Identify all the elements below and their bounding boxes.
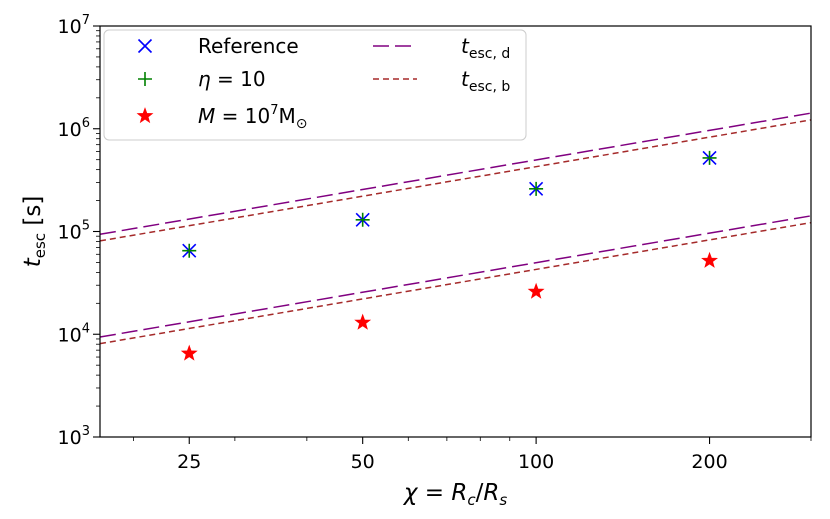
series-1-point-3 [702,150,717,165]
x-axis-label: χ = Rc/Rs [402,480,508,509]
x-tick-label-2: 100 [518,451,554,473]
series-4-line-1 [99,221,812,345]
series-2-point-1 [354,313,372,330]
legend-4-label-part-0: t [461,67,470,91]
y-axis-label: tesc [s] [20,196,49,268]
y-tick-label-1-base: 10 [58,324,82,346]
y-tick-label-1: 104 [58,321,90,346]
legend-0-label: Reference [198,34,299,58]
y-tick-label-0-base: 10 [58,427,82,449]
y-axis-label-unit: [s] [20,196,46,233]
y-tick-label-2: 105 [58,219,90,244]
legend-2-label: M = 107M⊙ [198,103,307,132]
legend-box [103,29,527,141]
legend-3-label-part-0: t [461,34,470,58]
x-axis-label-r2: R [483,480,499,506]
y-tick-label-0: 103 [58,424,90,449]
x-axis-label-sub1: c [467,491,476,509]
y-tick-label-4-base: 10 [58,16,82,38]
series-1-point-1 [355,212,370,227]
legend-1-label-part-0: η [198,67,211,91]
series-3-line-1 [99,215,812,338]
y-tick-label-3-base: 10 [58,119,82,141]
x-axis-label-r1: R [451,480,467,506]
series-2-point-0 [180,344,198,361]
legend-4-label: tesc, b [461,67,510,95]
x-axis-label-slash: / [476,480,484,506]
legend-1-label-part-1: = 10 [211,67,266,91]
y-tick-label-2-base: 10 [58,222,82,244]
series-2-point-2 [527,282,545,299]
series-3-line-0 [99,112,812,236]
series-4-line-0 [99,119,812,242]
y-tick-label-1-exp: 4 [82,321,90,336]
legend-0-handle [137,38,153,54]
series-1-point-2 [529,181,544,196]
legend-1-handle [138,72,152,86]
markers-layer [180,150,718,361]
legend-2-label-part-3: M [278,104,295,128]
legend-3-label-part-1: esc, d [469,46,510,62]
series-2-point-3 [701,251,718,268]
x-axis-label-chi: χ [402,480,419,506]
x-tick-label-0: 25 [177,451,201,473]
y-tick-label-0-exp: 3 [82,424,90,439]
y-tick-label-2-exp: 5 [82,219,90,234]
legend-3-label: tesc, d [461,34,510,62]
x-tick-label-3: 200 [691,451,727,473]
legend-1-label: η = 10 [198,67,266,91]
lines-layer [99,112,812,345]
y-tick-label-3-exp: 6 [82,116,90,131]
y-tick-label-3: 106 [58,116,90,141]
x-axis-label-sub2: s [499,491,507,509]
ticks-layer [93,25,812,444]
series-1-point-0 [182,243,197,258]
x-tick-label-1: 50 [351,451,375,473]
y-axis-label-sub: esc [31,233,49,258]
x-axis-label-eq: = [417,480,451,506]
legend-2-label-part-1: = 10 [215,104,270,128]
legend-4-label-part-1: esc, b [469,79,511,95]
legend-2-label-part-4: ⊙ [296,116,308,132]
y-tick-label-4-exp: 7 [82,13,90,28]
legend-2-label-part-0: M [198,104,215,128]
legend-2-handle [136,107,154,124]
y-tick-label-4: 107 [58,13,90,38]
y-axis-label-t: t [20,257,46,267]
legend-2-label-part-2: 7 [270,103,278,118]
